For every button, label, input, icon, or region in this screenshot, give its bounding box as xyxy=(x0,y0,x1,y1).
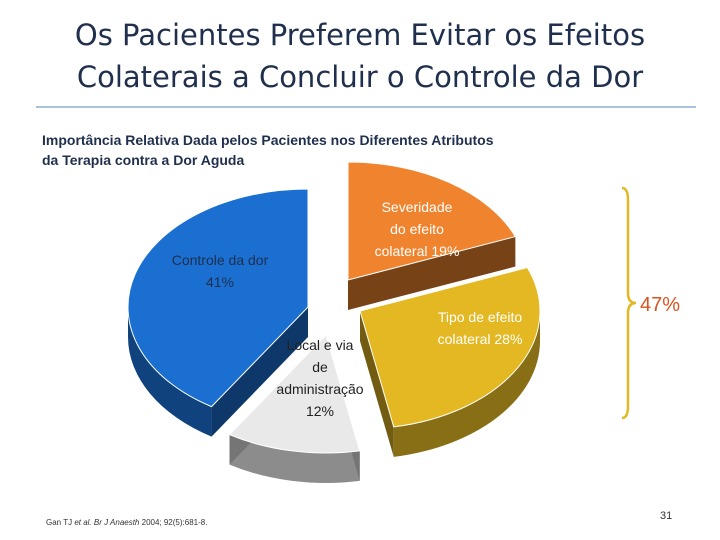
slice-tipo-cut-2 xyxy=(360,311,394,457)
slice-severidade-top xyxy=(347,161,517,281)
pie-layer xyxy=(127,161,541,483)
slice-controle-cut-1 xyxy=(211,307,308,437)
slice-local xyxy=(228,334,361,483)
citation-etal: et al. xyxy=(74,518,92,527)
slice-label-tipo-line: Tipo de efeito xyxy=(438,309,523,325)
slice-local-side xyxy=(229,434,360,483)
title-divider xyxy=(36,106,696,108)
bracket-group: 47% xyxy=(621,186,680,420)
citation: Gan TJ et al. Br J Anaesth 2004; 92(5):6… xyxy=(46,518,207,527)
slide-title-line-2: Colaterais a Concluir o Controle da Dor xyxy=(76,60,644,94)
slice-tipo-top xyxy=(359,266,541,428)
slice-label-controle: Controle da dor 41% xyxy=(172,252,269,290)
slice-label-severidade-line: do efeito xyxy=(390,221,444,237)
chart-title: Importância Relativa Dada pelos Paciente… xyxy=(42,130,602,170)
slice-label-severidade-line: colateral 19% xyxy=(375,243,460,259)
slide-title: Os Pacientes Preferem Evitar os Efeitos … xyxy=(0,14,720,98)
chart-title-line-1: Importância Relativa Dada pelos Paciente… xyxy=(42,132,494,148)
bracket xyxy=(621,186,637,420)
slice-label-tipo-line: colateral 28% xyxy=(438,331,523,347)
bracket-value-label: 47% xyxy=(640,294,680,316)
slice-label-tipo: Tipo de efeito colateral 28% xyxy=(438,309,523,347)
citation-authors: Gan TJ xyxy=(46,518,75,527)
slice-controle-side xyxy=(127,307,212,437)
slice-label-local: Local e via de administração 12% xyxy=(276,337,363,419)
slice-controle-top xyxy=(127,188,309,408)
slice-severidade-cut-2 xyxy=(348,236,516,310)
slice-label-severidade-line: Severidade xyxy=(382,199,453,215)
slice-local-top xyxy=(228,334,361,454)
slide-title-line-1: Os Pacientes Preferem Evitar os Efeitos xyxy=(74,18,646,52)
slice-severidade xyxy=(347,161,517,310)
slice-label-local-line: 12% xyxy=(306,403,334,419)
slice-label-local-line: Local e via xyxy=(287,337,354,353)
slice-label-controle-line: 41% xyxy=(206,274,234,290)
slice-label-local-line: de xyxy=(312,359,328,375)
page-number: 31 xyxy=(660,510,673,522)
citation-journal: Br J Anaesth xyxy=(91,518,140,527)
slice-label-local-line: administração xyxy=(276,381,363,397)
chart-title-line-2: da Terapia contra a Dor Aguda xyxy=(42,152,245,168)
slice-label-controle-line: Controle da dor xyxy=(172,252,269,268)
citation-rest: 2004; 92(5):681-8. xyxy=(139,518,208,527)
slice-labels: Severidade do efeito colateral 19% Tipo de … xyxy=(172,199,523,419)
slice-tipo xyxy=(359,266,541,457)
slice-tipo-side xyxy=(393,311,540,457)
slice-label-severidade: Severidade do efeito colateral 19% xyxy=(375,199,460,259)
slice-controle xyxy=(127,188,309,437)
